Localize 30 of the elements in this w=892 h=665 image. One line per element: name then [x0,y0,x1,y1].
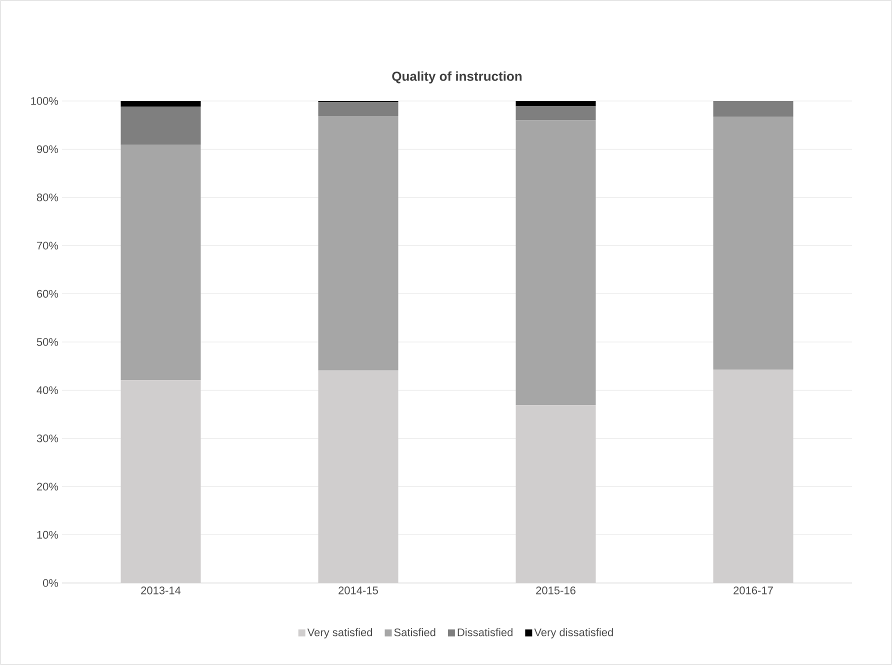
x-tick-label: 2015-16 [536,586,576,594]
chart-title: Quality of instruction [392,71,522,84]
x-tick-label: 2013-14 [141,586,181,594]
legend-label: Satisfied [394,628,436,636]
x-tick-label: 2016-17 [734,586,773,594]
y-tick-label: 0% [42,579,58,587]
bar [516,101,596,106]
y-tick-label: 20% [37,482,58,490]
y-tick-label: 30% [36,434,58,442]
x-tick-label: 2014-15 [338,586,378,594]
bar [713,116,794,370]
legend-label: Dissatisfied [458,628,512,636]
bar [318,102,398,116]
y-tick-label: 50% [36,338,58,346]
y-tick-label: 90% [36,145,58,154]
bar [516,120,596,406]
bar [318,116,398,370]
bar [120,106,201,145]
legend-label: Very satisfied [307,628,372,638]
bar [713,101,794,117]
bar [516,106,596,120]
y-tick-label: 80% [36,194,58,202]
bar [120,101,201,107]
y-tick-label: 70% [37,242,58,250]
y-tick-label: 40% [36,386,58,394]
bar [120,144,201,380]
y-tick-label: 10% [37,530,58,539]
y-tick-label: 60% [37,290,58,298]
legend-label: Very dissatisfied [534,628,613,638]
y-tick-label: 100% [31,97,58,105]
